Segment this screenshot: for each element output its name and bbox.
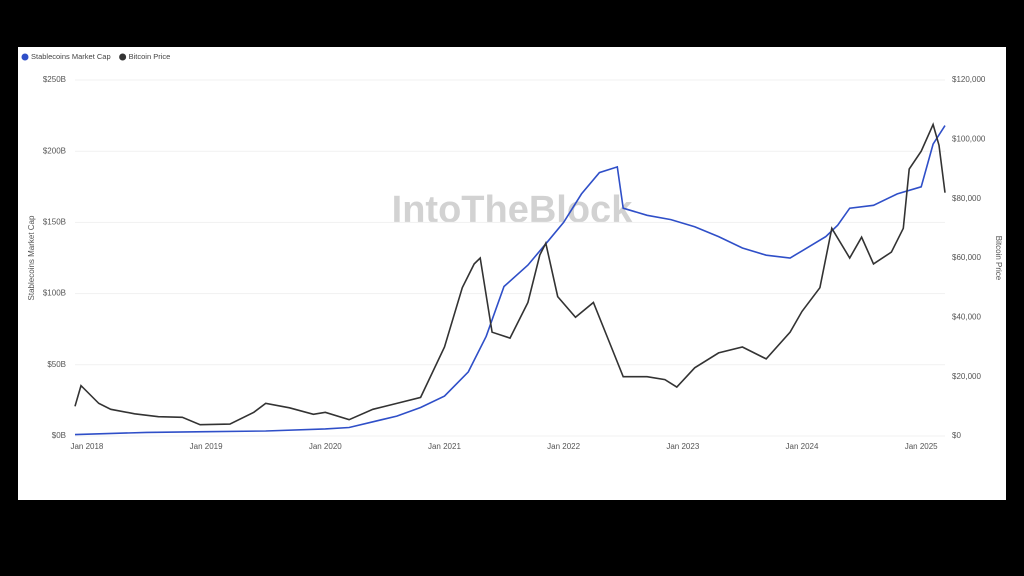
y-tick-label: $0B <box>52 431 66 440</box>
y-tick-label: $150B <box>43 218 66 227</box>
series-line <box>74 125 946 436</box>
x-tick-label: Jan 2018 <box>70 442 103 451</box>
series-line <box>74 122 946 426</box>
y2-tick-label: $60,000 <box>952 253 981 262</box>
y2-tick-label: $0 <box>952 431 961 440</box>
x-tick-label: Jan 2023 <box>666 442 699 451</box>
x-tick-label: Jan 2022 <box>547 442 580 451</box>
y-tick-label: $250B <box>43 75 66 84</box>
y2-tick-label: $100,000 <box>952 134 986 143</box>
y2-tick-label: $80,000 <box>952 194 981 203</box>
y-tick-label: $100B <box>43 289 66 298</box>
x-tick-label: Jan 2020 <box>309 442 342 451</box>
x-tick-label: Jan 2024 <box>786 442 819 451</box>
x-tick-label: Jan 2019 <box>190 442 223 451</box>
y2-tick-label: $40,000 <box>952 312 981 321</box>
y2-tick-label: $120,000 <box>952 75 986 84</box>
y-axis-title: Stablecoins Market Cap <box>27 215 36 300</box>
y-tick-label: $50B <box>47 360 66 369</box>
y2-axis-title: Bitcoin Price <box>994 236 1003 281</box>
y2-tick-label: $20,000 <box>952 372 981 381</box>
legend-label: Stablecoins Market Cap <box>31 52 111 61</box>
legend: Stablecoins Market Cap Bitcoin Price <box>21 52 171 61</box>
y-tick-label: $200B <box>43 146 66 155</box>
watermark: IntoTheBlock <box>392 189 634 231</box>
x-tick-label: Jan 2021 <box>428 442 461 451</box>
x-tick-label: Jan 2025 <box>905 442 938 451</box>
legend-label: Bitcoin Price <box>129 52 171 61</box>
legend-marker <box>119 53 127 61</box>
legend-marker <box>21 53 29 61</box>
chart-panel <box>18 47 1006 500</box>
